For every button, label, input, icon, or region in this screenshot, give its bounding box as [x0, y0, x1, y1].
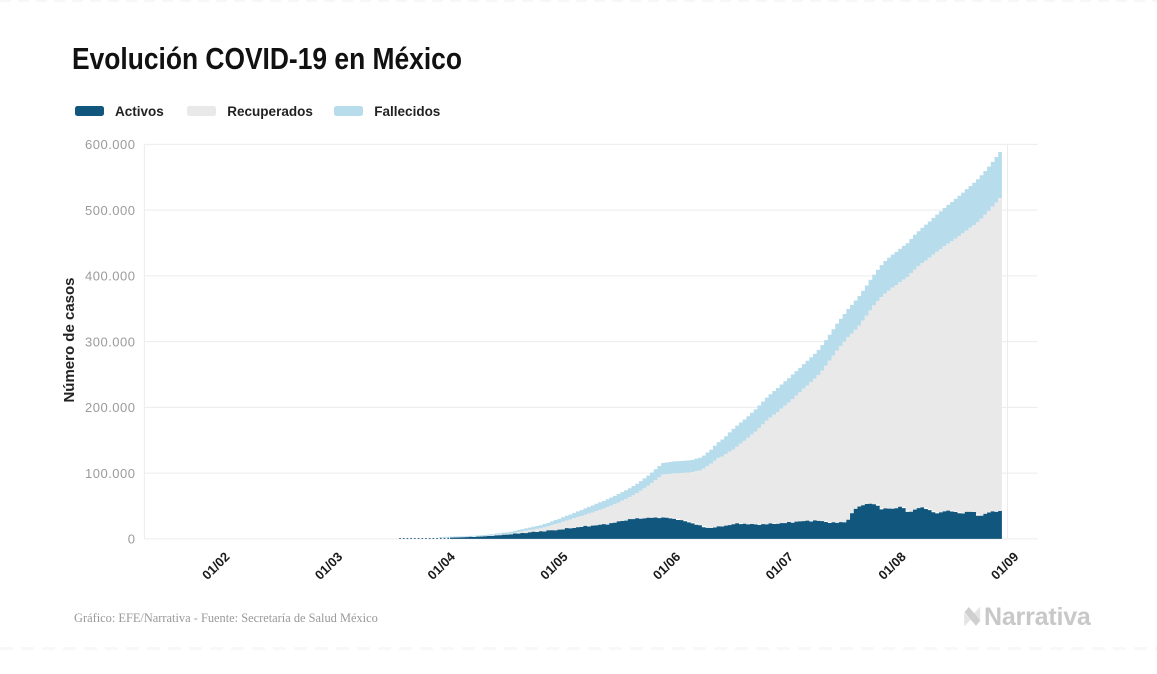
svg-text:01/02: 01/02 — [199, 549, 233, 583]
svg-text:01/05: 01/05 — [537, 549, 571, 583]
svg-text:01/06: 01/06 — [650, 549, 684, 583]
svg-text:01/03: 01/03 — [312, 549, 346, 583]
svg-text:0: 0 — [128, 532, 136, 547]
svg-text:100.000: 100.000 — [85, 466, 136, 481]
svg-text:01/09: 01/09 — [988, 549, 1022, 583]
svg-text:400.000: 400.000 — [85, 269, 136, 284]
svg-text:01/07: 01/07 — [763, 549, 797, 583]
svg-text:600.000: 600.000 — [85, 137, 136, 152]
svg-text:01/08: 01/08 — [875, 549, 909, 583]
svg-text:Número de casos: Número de casos — [61, 277, 78, 402]
svg-text:300.000: 300.000 — [85, 334, 136, 349]
svg-text:01/04: 01/04 — [424, 548, 458, 582]
svg-text:200.000: 200.000 — [85, 400, 136, 415]
svg-text:500.000: 500.000 — [85, 203, 136, 218]
